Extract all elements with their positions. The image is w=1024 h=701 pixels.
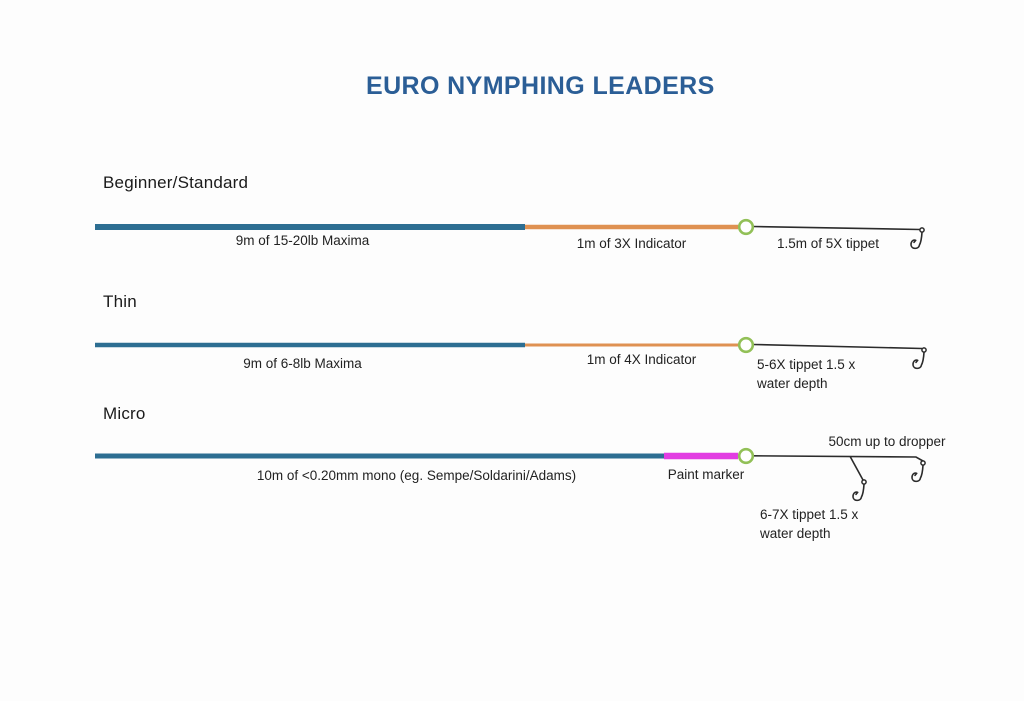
fishing-hook-icon: [910, 227, 925, 250]
indicator-label: 1m of 4X Indicator: [586, 352, 697, 367]
tippet-ring-icon: [737, 336, 755, 354]
leader-heading-thin: Thin: [103, 292, 137, 311]
leader-1-line: [95, 218, 925, 250]
dropper-line: [849, 455, 864, 481]
tippet-label-line2: water depth: [757, 375, 828, 391]
paint-marker-label: Paint marker: [667, 467, 745, 482]
indicator-label: 1m of 3X Indicator: [576, 236, 687, 251]
tippet-ring-icon: [737, 447, 755, 465]
leader-heading-micro: Micro: [103, 404, 146, 423]
tippet-line: [752, 455, 924, 462]
dropper-label: 50cm up to dropper: [828, 434, 946, 449]
leader-3-line: [95, 447, 926, 502]
point-hook-icon: [911, 460, 926, 483]
tippet-label-line1: 6-7X tippet 1.5 x: [760, 507, 859, 522]
tippet-label: 5-6X tippet 1.5 x water depth: [757, 356, 855, 393]
tippet-label-line2: water depth: [760, 525, 831, 541]
tippet-line: [752, 225, 921, 231]
tippet-label: 1.5m of 5X tippet: [776, 236, 880, 251]
tippet-line: [752, 343, 923, 350]
leader-heading-beginner-standard: Beginner/Standard: [103, 173, 249, 192]
page-title: EURO NYMPHING LEADERS: [366, 72, 715, 100]
butt-label: 9m of 15-20lb Maxima: [235, 233, 370, 248]
fishing-hook-icon: [912, 347, 927, 370]
tippet-label-line1: 5-6X tippet 1.5 x: [757, 357, 856, 372]
butt-label: 9m of 6-8lb Maxima: [243, 356, 362, 371]
leader-2-line: [95, 336, 927, 370]
tippet-ring-icon: [737, 218, 755, 236]
dropper-hook-icon: [852, 479, 867, 502]
butt-label: 10m of <0.20mm mono (eg. Sempe/Soldarini…: [256, 468, 577, 483]
tippet-label: 6-7X tippet 1.5 x water depth: [760, 506, 858, 543]
